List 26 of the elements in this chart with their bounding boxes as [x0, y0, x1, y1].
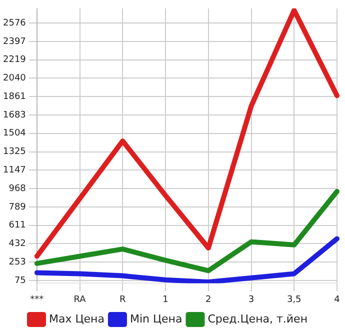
x-tick-label: 4	[334, 294, 340, 305]
legend-label: Min Цена	[130, 312, 182, 326]
x-tick-label: 3,5	[286, 294, 302, 305]
y-tick-label: 789	[8, 202, 26, 212]
y-tick-label: 75	[14, 276, 26, 286]
legend-label: Max Цена	[48, 312, 104, 326]
y-tick-label: 2219	[3, 55, 26, 66]
y-tick-label: 432	[8, 239, 26, 250]
y-tick-label: 968	[8, 184, 26, 194]
y-tick-label: 1147	[3, 165, 26, 176]
x-tick-label: R	[120, 294, 126, 305]
y-tick-label: 1861	[3, 92, 26, 102]
y-tick-label: 611	[8, 220, 26, 231]
y-tick-label: 1504	[3, 128, 26, 139]
y-tick-label: 1683	[3, 110, 26, 120]
y-tick-label: 253	[8, 257, 26, 268]
y-tick-label: 2397	[3, 36, 26, 47]
y-tick-label: 1325	[3, 147, 26, 158]
x-tick-label: 3	[248, 294, 254, 305]
legend-label: Сред.Цена, т.йен	[208, 312, 308, 326]
y-tick-label: 2040	[3, 74, 26, 84]
x-tick-label: ***	[30, 294, 44, 305]
y-tick-label: 2576	[3, 18, 26, 28]
x-tick-label: 1	[162, 294, 168, 305]
x-tick-label: RA	[74, 294, 87, 305]
x-tick-label: 2	[206, 294, 212, 305]
